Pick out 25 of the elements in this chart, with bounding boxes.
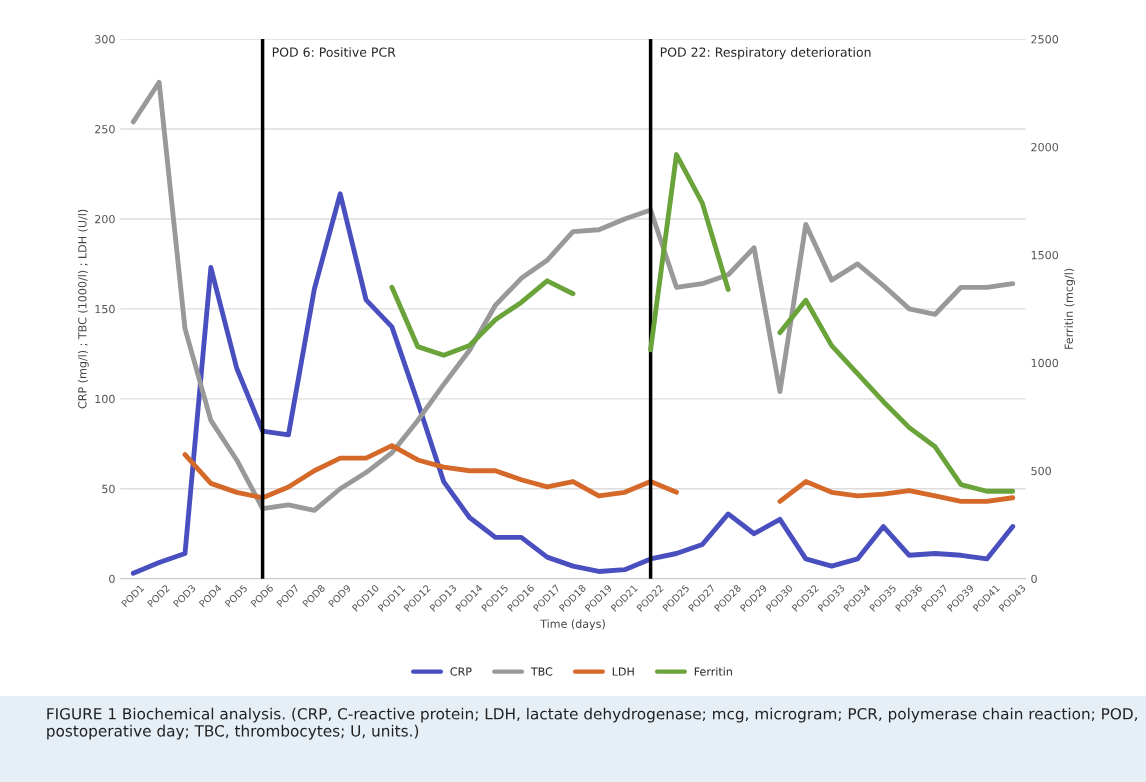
x-axis-title: Time (days) — [540, 619, 605, 631]
legend-label: TBC — [530, 667, 553, 676]
legend-label: LDH — [612, 667, 634, 676]
line-series — [130, 191, 1016, 576]
ref-line-label: POD 22: Respiratory deterioration — [660, 47, 871, 60]
y-tick-label: 300 — [95, 35, 115, 44]
y2-tick-label: 1500 — [1031, 250, 1059, 260]
legend-label: CRP — [450, 667, 472, 676]
y-tick-label: 200 — [95, 214, 115, 224]
y2-tick-label: 0 — [1031, 574, 1037, 584]
y2-axis-title: Ferritin (mcg/l) — [1064, 268, 1076, 349]
legend-label: Ferritin — [694, 667, 732, 676]
caption: FIGURE 1 Biochemical analysis. (CRP, C-reactive protein; LDH, lactate dehydrogenase; mcg, microgram; PCR, polymerase chain reaction; POD, postoperative day; TBC, thrombocytes; U, units.) — [47, 707, 1138, 740]
y2-tick-label: 1000 — [1031, 358, 1059, 368]
y-tick-label: 0 — [109, 574, 115, 584]
y-tick-label: 150 — [95, 304, 115, 314]
y-tick-label: 250 — [95, 125, 115, 134]
ref-line-label: POD 6: Positive PCR — [272, 47, 396, 57]
y-axis-title: CRP (mg/l) ; TBC (1000/l) ; LDH (U/l) — [77, 209, 89, 409]
y2-tick-label: 500 — [1031, 466, 1051, 476]
y-tick-label: 50 — [102, 484, 115, 494]
y2-tick-label: 2500 — [1031, 35, 1059, 44]
line-series — [130, 79, 1016, 513]
y2-tick-label: 2000 — [1031, 142, 1059, 152]
y-tick-label: 100 — [95, 394, 115, 404]
